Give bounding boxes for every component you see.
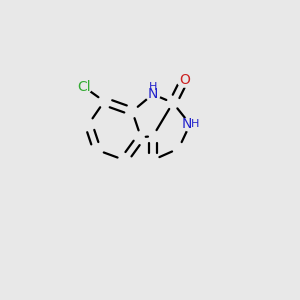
Text: N: N [148, 87, 158, 101]
Text: O: O [179, 73, 190, 87]
Text: H: H [191, 119, 200, 129]
Circle shape [183, 117, 197, 131]
Text: H: H [149, 82, 157, 92]
Text: Cl: Cl [77, 80, 91, 94]
Text: N: N [182, 117, 192, 131]
Circle shape [77, 80, 91, 94]
Circle shape [177, 73, 191, 87]
Circle shape [146, 87, 160, 101]
